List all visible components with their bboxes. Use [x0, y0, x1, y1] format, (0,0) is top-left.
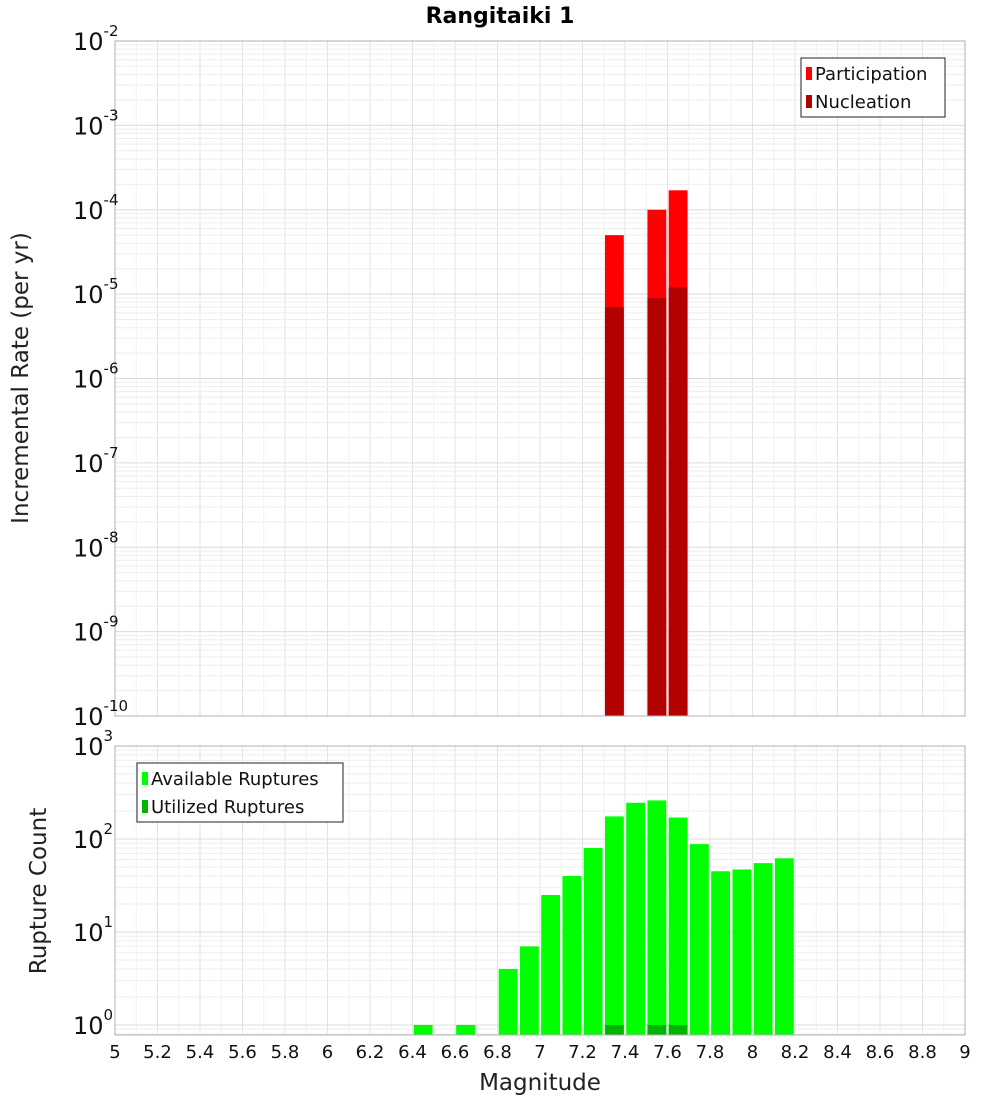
- x-tick-label: 7: [534, 1042, 545, 1063]
- x-tick-label: 5: [109, 1042, 120, 1063]
- count-plot-frame: [114, 745, 966, 1036]
- rate-y-tick-label: 10-2: [73, 22, 119, 56]
- rate-y-tick-label: 10-5: [73, 275, 119, 309]
- legend-swatch: [142, 800, 148, 813]
- count-bars: [413, 800, 794, 1035]
- x-tick-label: 8.4: [823, 1042, 852, 1063]
- rate-legend-box: [800, 57, 946, 118]
- rate-y-tick-label: 10-6: [73, 360, 119, 394]
- x-tick-label: 5.8: [271, 1042, 300, 1063]
- available-ruptures-bar: [711, 871, 731, 1035]
- x-tick-label: 5.4: [186, 1042, 215, 1063]
- available-ruptures-bar: [689, 844, 709, 1035]
- legend-label: Utilized Ruptures: [151, 797, 304, 818]
- x-tick-label: 9: [959, 1042, 970, 1063]
- available-ruptures-bar: [562, 875, 582, 1035]
- legend-label: Nucleation: [815, 92, 911, 113]
- x-tick-label: 6.8: [483, 1042, 512, 1063]
- x-tick-label: 7.4: [611, 1042, 640, 1063]
- count-y-ticks: 100 101 102 103: [73, 727, 113, 1040]
- x-tick-label: 8.8: [908, 1042, 937, 1063]
- legend-swatch: [142, 772, 148, 785]
- count-panel: 100 101 102 103 5 5.2 5.4 5.6 5.8 6 6.2 6.4 6.6 6.8 7…: [26, 727, 971, 1096]
- x-tick-label: 8.6: [866, 1042, 895, 1063]
- available-ruptures-bar: [498, 968, 518, 1035]
- chart-title: Rangitaiki 1: [426, 4, 575, 29]
- available-ruptures-bar: [583, 848, 603, 1035]
- available-ruptures-bar: [541, 894, 561, 1035]
- nucleation-bar: [647, 297, 667, 716]
- rate-bars: [604, 190, 688, 716]
- utilized-ruptures-bar: [668, 1024, 688, 1035]
- available-ruptures-bar: [774, 858, 794, 1035]
- available-ruptures-bar: [604, 816, 624, 1035]
- legend-swatch: [806, 67, 812, 80]
- legend-swatch: [806, 95, 812, 108]
- x-tick-label: 7.8: [696, 1042, 725, 1063]
- rate-y-tick-label: 10-8: [73, 528, 119, 562]
- count-legend: Available Ruptures Utilized Ruptures: [136, 762, 344, 823]
- nucleation-bar: [604, 307, 624, 716]
- available-ruptures-bar: [732, 869, 752, 1035]
- available-ruptures-bar: [668, 817, 688, 1035]
- x-tick-label: 6.6: [441, 1042, 470, 1063]
- x-tick-label: 5.6: [228, 1042, 257, 1063]
- rate-plot-frame: [114, 40, 966, 717]
- available-ruptures-bar: [413, 1024, 433, 1035]
- utilized-ruptures-bar: [604, 1024, 624, 1035]
- rate-grid: [114, 40, 966, 717]
- available-ruptures-bar: [647, 800, 667, 1035]
- available-ruptures-bar: [626, 802, 646, 1035]
- x-tick-label: 6.2: [356, 1042, 385, 1063]
- rate-y-tick-label: 10-3: [73, 106, 119, 140]
- x-tick-label: 6.4: [398, 1042, 427, 1063]
- utilized-ruptures-bar: [647, 1024, 667, 1035]
- rate-y-tick-label: 10-7: [73, 444, 119, 478]
- x-tick-label: 6: [322, 1042, 333, 1063]
- magnitude-x-ticks: 5 5.2 5.4 5.6 5.8 6 6.2 6.4 6.6 6.8 7 7.2 7.4 7.6 7.8 8…: [109, 1042, 970, 1063]
- x-tick-label: 7.2: [568, 1042, 597, 1063]
- count-y-axis-label: Rupture Count: [26, 808, 52, 974]
- rate-panel: 10-10 10-9 10-8 10-7 10-6 10-5 10-4 10-3 10-2 In…: [8, 22, 966, 731]
- x-tick-label: 8: [747, 1042, 758, 1063]
- count-y-tick-label: 100: [73, 1006, 113, 1040]
- legend-label: Available Ruptures: [151, 769, 319, 790]
- count-y-tick-label: 102: [73, 820, 113, 854]
- rate-y-tick-label: 10-9: [73, 613, 119, 647]
- count-y-tick-label: 101: [73, 913, 113, 947]
- available-ruptures-bar: [519, 946, 539, 1035]
- rate-y-tick-label: 10-4: [73, 191, 119, 225]
- x-tick-label: 8.2: [781, 1042, 810, 1063]
- count-y-tick-label: 103: [73, 727, 113, 761]
- available-ruptures-bar: [753, 863, 773, 1035]
- rate-legend: Participation Nucleation: [800, 57, 946, 118]
- x-tick-label: 5.2: [143, 1042, 172, 1063]
- count-legend-box: [136, 762, 344, 823]
- rate-y-axis-label: Incremental Rate (per yr): [8, 232, 34, 524]
- x-tick-label: 7.6: [653, 1042, 682, 1063]
- nucleation-bar: [668, 287, 688, 716]
- magnitude-x-axis-label: Magnitude: [479, 1070, 601, 1096]
- rate-y-tick-label: 10-10: [73, 697, 128, 731]
- legend-label: Participation: [815, 64, 927, 85]
- rate-y-ticks: 10-10 10-9 10-8 10-7 10-6 10-5 10-4 10-3 10-2: [73, 22, 128, 731]
- available-ruptures-bar: [456, 1024, 476, 1035]
